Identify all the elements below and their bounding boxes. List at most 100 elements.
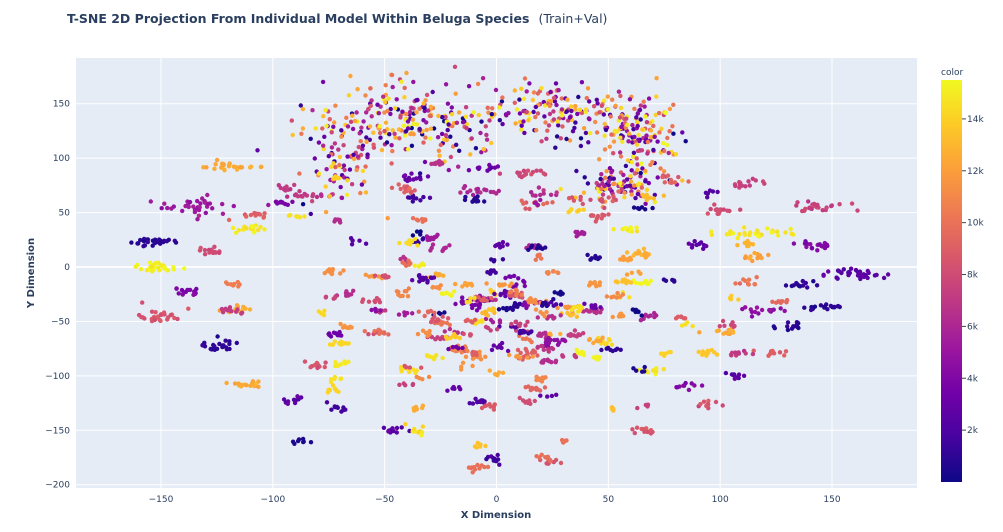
scatter-point (604, 169, 609, 174)
scatter-point (621, 172, 626, 178)
scatter-point (828, 303, 834, 309)
scatter-point (392, 106, 398, 111)
scatter-point (480, 76, 486, 81)
scatter-point (635, 120, 640, 125)
scatter-point (383, 83, 388, 88)
scatter-point (598, 176, 603, 182)
scatter-point (541, 191, 546, 196)
scatter-point (672, 180, 678, 185)
scatter-point (599, 186, 604, 192)
scatter-point (632, 106, 637, 112)
scatter-point (523, 206, 528, 211)
scatter-point (402, 133, 408, 138)
scatter-point (648, 128, 654, 133)
scatter-point (565, 97, 570, 102)
scatter-point (584, 95, 589, 101)
scatter-point (489, 347, 495, 353)
scatter-point (809, 206, 814, 212)
scatter-point (165, 317, 170, 322)
scatter-point (446, 122, 451, 127)
scatter-point (475, 186, 481, 192)
scatter-point (577, 207, 582, 213)
scatter-point (794, 203, 799, 208)
scatter-point (576, 232, 581, 237)
scatter-point (512, 100, 517, 106)
scatter-point (575, 111, 580, 117)
scatter-point (508, 305, 513, 311)
scatter-point (397, 136, 402, 141)
x-tick-label: −50 (375, 495, 394, 505)
scatter-point (534, 168, 539, 173)
scatter-point (556, 123, 561, 128)
scatter-point (324, 400, 330, 405)
scatter-point (736, 351, 742, 356)
scatter-point (791, 324, 796, 329)
scatter-point (545, 394, 550, 399)
scatter-point (728, 229, 733, 234)
scatter-point (332, 120, 337, 125)
scatter-point (513, 304, 518, 309)
scatter-point (549, 393, 555, 399)
scatter-point (460, 284, 465, 289)
scatter-point (642, 104, 647, 109)
scatter-point (624, 116, 629, 121)
scatter-point (239, 311, 244, 316)
scatter-point (430, 242, 436, 247)
scatter-point (409, 171, 414, 176)
scatter-point (624, 250, 630, 255)
scatter-point (522, 130, 527, 136)
scatter-point (414, 98, 419, 103)
scatter-point (538, 197, 543, 203)
scatter-point (517, 97, 522, 102)
scatter-point (336, 341, 342, 346)
scatter-point (476, 112, 481, 118)
scatter-point (423, 135, 428, 140)
scatter-point (421, 140, 426, 145)
scatter-point (228, 282, 233, 287)
scatter-point (760, 179, 766, 184)
scatter-point (447, 326, 453, 332)
scatter-points (129, 64, 891, 475)
scatter-point (415, 243, 420, 248)
scatter-point (686, 241, 691, 246)
scatter-point (466, 168, 472, 173)
scatter-point (386, 332, 391, 337)
scatter-point (360, 168, 366, 174)
scatter-point (630, 122, 635, 128)
scatter-point (364, 139, 369, 144)
scatter-point (439, 291, 444, 296)
scatter-point (638, 174, 643, 179)
scatter-point (254, 211, 259, 216)
scatter-point (736, 375, 741, 381)
scatter-point (527, 81, 532, 86)
scatter-point (610, 198, 615, 204)
colorbar-tick-label: 2k (967, 426, 979, 436)
scatter-point (410, 216, 416, 221)
scatter-point (355, 154, 361, 159)
scatter-point (337, 154, 343, 160)
scatter-point (731, 372, 737, 377)
scatter-point (613, 347, 618, 353)
scatter-point (519, 174, 524, 180)
scatter-point (578, 351, 583, 356)
scatter-point (513, 319, 518, 325)
scatter-point (507, 283, 512, 289)
scatter-point (390, 148, 395, 154)
scatter-point (514, 288, 519, 293)
scatter-point (577, 308, 583, 313)
scatter-point (635, 167, 640, 173)
scatter-point (334, 404, 340, 410)
scatter-point (665, 135, 670, 141)
scatter-point (396, 292, 401, 297)
scatter-point (431, 236, 436, 242)
scatter-point (817, 242, 822, 247)
scatter-point (522, 300, 527, 305)
scatter-point (602, 147, 608, 152)
scatter-point (152, 265, 158, 270)
scatter-point (456, 110, 462, 115)
scatter-point (697, 330, 702, 335)
scatter-point (341, 163, 347, 168)
scatter-point (332, 141, 338, 146)
scatter-point (367, 124, 373, 129)
scatter-point (652, 314, 657, 320)
